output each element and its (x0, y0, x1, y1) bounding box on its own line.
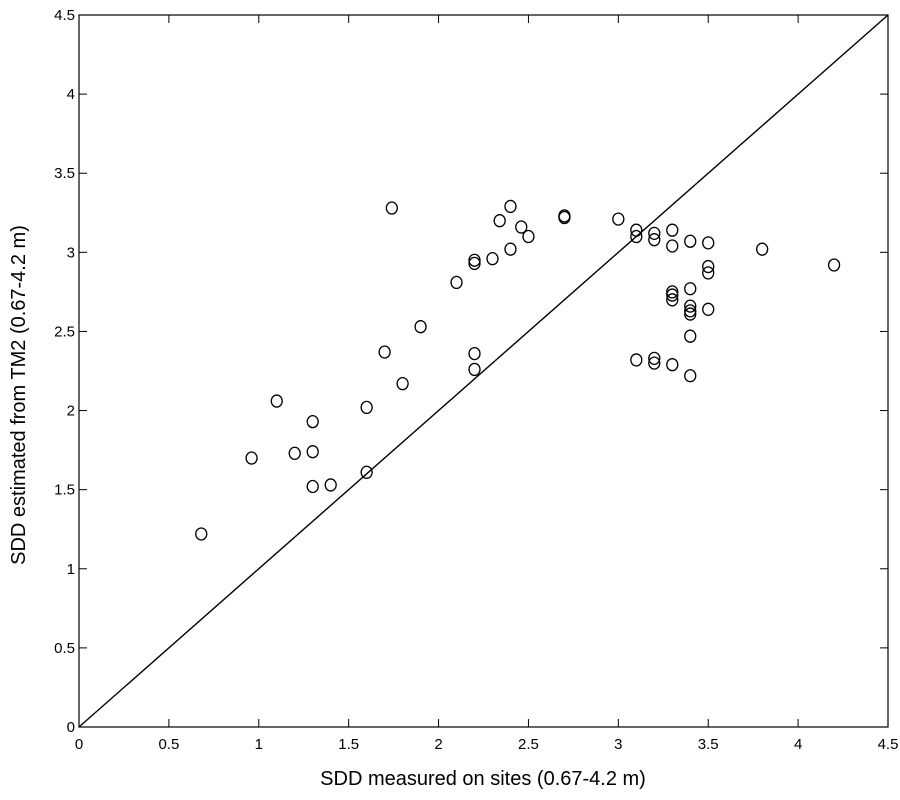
data-point (827, 258, 841, 272)
data-point (245, 451, 258, 465)
data-point (648, 233, 661, 247)
plot-frame (78, 14, 889, 728)
y-tick-label: 1 (67, 561, 75, 578)
y-axis-ticks: 0 0.5 1 1.5 2 2.5 3 3.5 4 4.5 (54, 7, 888, 736)
data-point (504, 199, 517, 214)
data-point (702, 236, 715, 250)
data-point (702, 259, 715, 274)
y-tick-label: 0 (67, 719, 75, 736)
data-point (324, 478, 337, 492)
data-point (666, 239, 679, 253)
data-point (522, 229, 535, 244)
data-point (515, 220, 528, 234)
data-point (648, 356, 661, 370)
y-tick-label: 0.5 (54, 640, 75, 657)
x-axis-title: SDD measured on sites (0.67-4.2 m) (320, 768, 646, 790)
y-tick-label: 2 (67, 403, 75, 420)
data-point (504, 242, 517, 256)
data-point (493, 214, 506, 228)
data-point (414, 320, 427, 334)
data-point (360, 465, 373, 479)
y-tick-label: 1.5 (54, 482, 75, 499)
x-tick-label: 3 (614, 736, 622, 753)
x-tick-label: 0 (75, 736, 83, 753)
x-tick-label: 4.5 (878, 736, 899, 753)
x-tick-label: 4 (794, 736, 802, 753)
x-tick-label: 1.5 (338, 736, 359, 753)
data-points (195, 199, 841, 541)
data-point (684, 234, 697, 248)
data-point (288, 446, 301, 460)
data-point (684, 282, 697, 296)
data-point (684, 299, 697, 313)
x-tick-label: 2.5 (518, 736, 539, 753)
data-point (468, 362, 481, 377)
y-tick-label: 3.5 (54, 165, 75, 182)
data-point (306, 414, 319, 429)
data-point (702, 302, 715, 316)
data-point (666, 358, 679, 372)
data-point (396, 377, 409, 391)
data-point (468, 256, 481, 271)
data-point (702, 266, 715, 280)
data-point (468, 346, 481, 361)
data-point (195, 527, 208, 541)
data-point (666, 288, 679, 302)
data-point (270, 394, 283, 408)
x-tick-label: 1 (255, 736, 263, 753)
y-tick-label: 3 (67, 244, 75, 261)
data-point (558, 210, 571, 225)
data-point (684, 307, 697, 321)
y-tick-label: 4 (67, 86, 75, 103)
x-axis-ticks: 0 0.5 1 1.5 2 2.5 3 3.5 4 4.5 (75, 15, 899, 753)
reference-line-1to1 (78, 14, 889, 728)
data-point (612, 212, 625, 226)
data-point (486, 252, 499, 266)
data-point (666, 285, 679, 299)
data-point (684, 304, 697, 318)
x-tick-label: 3.5 (698, 736, 719, 753)
data-point (648, 351, 661, 365)
y-tick-label: 2.5 (54, 323, 75, 340)
data-point (450, 275, 463, 290)
data-point (666, 293, 679, 307)
data-point (306, 445, 319, 459)
data-point (648, 226, 661, 240)
x-tick-label: 0.5 (158, 736, 179, 753)
data-point (630, 353, 643, 367)
data-point (468, 253, 481, 267)
x-tick-label: 2 (434, 736, 442, 753)
data-point (756, 242, 769, 256)
data-point (684, 369, 697, 383)
data-point (630, 229, 643, 244)
data-point (378, 345, 391, 359)
data-point (666, 223, 679, 237)
data-point (630, 223, 643, 237)
y-tick-label: 4.5 (54, 7, 75, 24)
data-point (306, 479, 319, 494)
data-point (360, 400, 373, 415)
data-point (684, 329, 697, 343)
y-axis-title: SDD estimated from TM2 (0.67-4.2 m) (8, 225, 30, 565)
data-point (385, 201, 398, 215)
